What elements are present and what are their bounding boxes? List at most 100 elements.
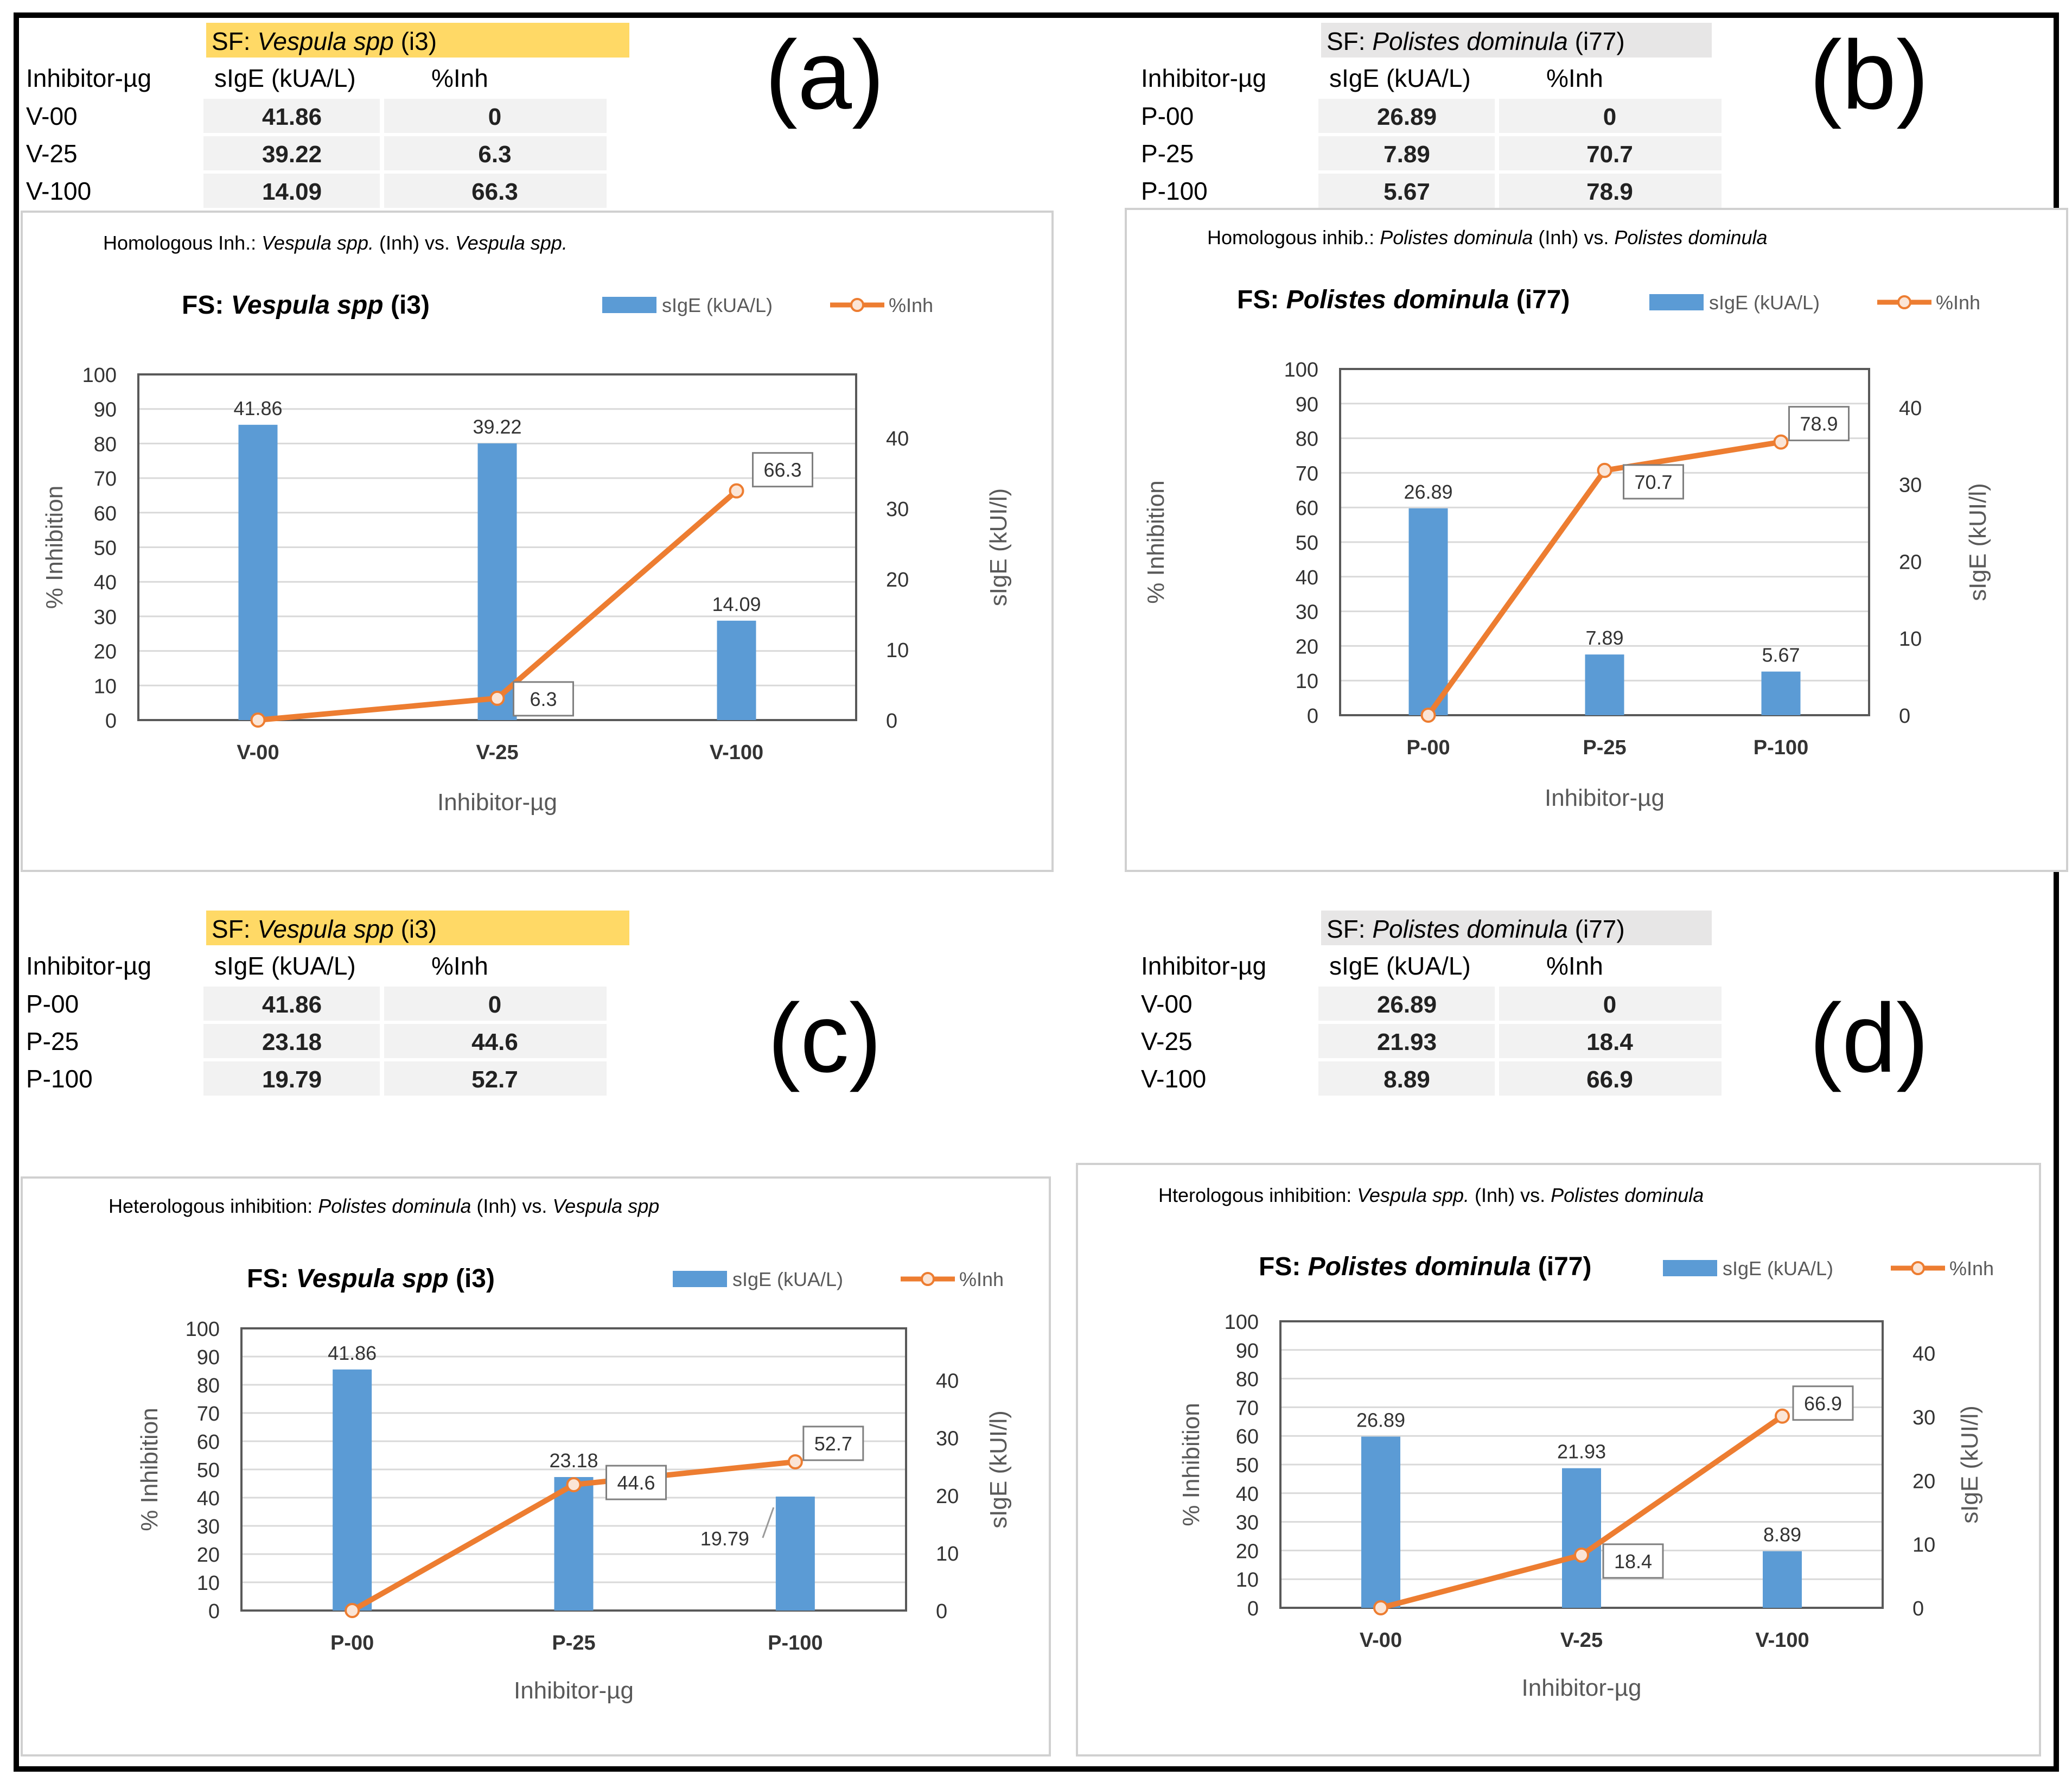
y2-axis-title: sIgE (kUI/l) bbox=[1956, 1405, 1983, 1524]
y-tick-label: 0 bbox=[1247, 1598, 1259, 1620]
y2-tick-label: 40 bbox=[1912, 1343, 1935, 1366]
caption-target-species: Polistes dominula bbox=[1614, 226, 1767, 249]
line-label-box bbox=[513, 681, 574, 717]
table-cell-sige: 8.89 bbox=[1384, 1066, 1430, 1093]
table-cell-bg bbox=[1318, 1024, 1495, 1058]
inh-point-V-100 bbox=[729, 483, 744, 499]
title-code: (i77) bbox=[1509, 285, 1570, 314]
y-tick-label: 50 bbox=[1236, 1454, 1259, 1477]
table-cell-inh: 52.7 bbox=[471, 1066, 518, 1093]
line-label-box bbox=[1602, 1543, 1664, 1579]
table-header-2: %Inh bbox=[1546, 952, 1603, 980]
y-tick-label: 10 bbox=[197, 1572, 220, 1595]
table-header-0: Inhibitor-µg bbox=[1141, 64, 1266, 92]
title-code: (i3) bbox=[449, 1264, 495, 1293]
table-cell-inh: 66.9 bbox=[1586, 1066, 1633, 1093]
table-row-label: V-100 bbox=[1141, 1065, 1206, 1093]
line-label-box bbox=[1623, 464, 1684, 500]
table-cell-bg bbox=[1318, 987, 1495, 1021]
chart-caption: Heterologous inhibition: Polistes dominu… bbox=[109, 1195, 659, 1217]
inh-point-V-00 bbox=[250, 712, 266, 728]
sf-prefix: SF: bbox=[1327, 915, 1372, 943]
legend-bar-swatch bbox=[1663, 1260, 1717, 1276]
table-cell-sige: 14.09 bbox=[262, 179, 322, 205]
chart-title: FS: Vespula spp (i3) bbox=[247, 1264, 495, 1293]
table-cell-sige: 21.93 bbox=[1377, 1029, 1437, 1055]
sf-code: (i77) bbox=[1568, 27, 1625, 55]
y2-tick-label: 20 bbox=[886, 569, 909, 591]
sf-species: Polistes dominula bbox=[1372, 27, 1568, 55]
bar-P-25 bbox=[1585, 654, 1624, 715]
line-data-label: 70.7 bbox=[1634, 471, 1672, 493]
legend-line-marker bbox=[850, 298, 864, 312]
y-tick-label: 70 bbox=[1296, 462, 1318, 485]
table-cell-bg bbox=[384, 99, 607, 133]
panel-a: SF: Vespula spp (i3) Inhibitor-µg sIgE (kU… bbox=[21, 21, 1054, 872]
x-tick-label: P-100 bbox=[1754, 736, 1808, 759]
sf-prefix: SF: bbox=[212, 915, 257, 943]
y2-axis-title: sIgE (kUI/l) bbox=[985, 488, 1012, 607]
table-cell-inh: 70.7 bbox=[1586, 141, 1633, 168]
legend-line-marker bbox=[921, 1272, 935, 1286]
sf-species: Polistes dominula bbox=[1372, 915, 1568, 943]
caption-inh-species: Polistes dominula bbox=[318, 1195, 471, 1217]
line-label-box bbox=[605, 1465, 667, 1500]
inh-point-P-00 bbox=[345, 1603, 360, 1618]
y-tick-label: 60 bbox=[1296, 497, 1318, 520]
title-prefix: FS: bbox=[1259, 1252, 1308, 1281]
table-cell-bg bbox=[1499, 136, 1722, 170]
inh-point-P-100 bbox=[787, 1454, 803, 1469]
legend-bar-swatch bbox=[673, 1271, 727, 1287]
table-cell-sige: 7.89 bbox=[1384, 141, 1430, 168]
y-tick-label: 10 bbox=[94, 675, 117, 698]
caption-inh-species: Vespula spp. bbox=[1357, 1184, 1469, 1206]
sf-header-bg bbox=[206, 911, 629, 945]
table-cell-bg bbox=[203, 136, 380, 170]
caption-inh-species: Polistes dominula bbox=[1380, 226, 1533, 249]
table-header-2: %Inh bbox=[431, 952, 488, 980]
chart-card bbox=[21, 1176, 1051, 1756]
caption-mid: (Inh) vs. bbox=[1533, 226, 1614, 249]
legend-bar-swatch bbox=[602, 297, 656, 313]
bar-data-label: 19.79 bbox=[700, 1528, 749, 1550]
title-prefix: FS: bbox=[247, 1264, 296, 1293]
caption-inh-species: Vespula spp. bbox=[262, 232, 374, 254]
y-tick-label: 0 bbox=[1307, 705, 1318, 728]
table-cell-sige: 41.86 bbox=[262, 104, 322, 130]
table-cell-bg bbox=[203, 1024, 380, 1058]
y-tick-label: 10 bbox=[1296, 670, 1318, 693]
chart-card bbox=[1076, 1163, 2041, 1756]
table-cell-bg bbox=[1499, 987, 1722, 1021]
legend-bar-swatch bbox=[1649, 294, 1704, 310]
legend-line-label: %Inh bbox=[1936, 291, 1980, 314]
sf-prefix: SF: bbox=[212, 27, 257, 55]
table-cell-bg bbox=[1318, 174, 1495, 208]
table-header-1: sIgE (kUA/L) bbox=[214, 952, 356, 980]
bar-V-100 bbox=[717, 620, 756, 720]
table-row-label: P-00 bbox=[26, 990, 79, 1018]
bar-label-leader bbox=[762, 1507, 775, 1538]
y-tick-label: 60 bbox=[1236, 1425, 1259, 1448]
y-axis-title: % Inhibition bbox=[1143, 480, 1169, 603]
y-tick-label: 100 bbox=[1225, 1311, 1259, 1334]
caption-target-species: Vespula spp. bbox=[455, 232, 568, 254]
y-tick-label: 90 bbox=[94, 399, 117, 422]
table-row-label: V-25 bbox=[26, 139, 78, 168]
table-row-label: V-00 bbox=[1141, 990, 1193, 1018]
chart-card bbox=[1125, 208, 2068, 872]
bar-data-label: 7.89 bbox=[1585, 627, 1623, 649]
bar-V-00 bbox=[1361, 1436, 1400, 1608]
table-cell-bg bbox=[1318, 136, 1495, 170]
y-tick-label: 0 bbox=[208, 1600, 220, 1623]
y-tick-label: 40 bbox=[1236, 1483, 1259, 1506]
panel-c: SF: Vespula spp (i3) Inhibitor-µg sIgE (kU… bbox=[21, 911, 1051, 1756]
y-tick-label: 80 bbox=[94, 433, 117, 456]
sf-header: SF: Polistes dominula (i77) bbox=[1327, 27, 1625, 55]
x-tick-label: V-100 bbox=[1755, 1629, 1809, 1652]
x-tick-label: P-00 bbox=[1406, 736, 1450, 759]
table-cell-inh: 0 bbox=[1603, 991, 1616, 1018]
table-cell-bg bbox=[1318, 99, 1495, 133]
sf-prefix: SF: bbox=[1327, 27, 1372, 55]
panel-letter: (a) bbox=[765, 21, 884, 130]
x-tick-label: P-100 bbox=[768, 1632, 823, 1654]
